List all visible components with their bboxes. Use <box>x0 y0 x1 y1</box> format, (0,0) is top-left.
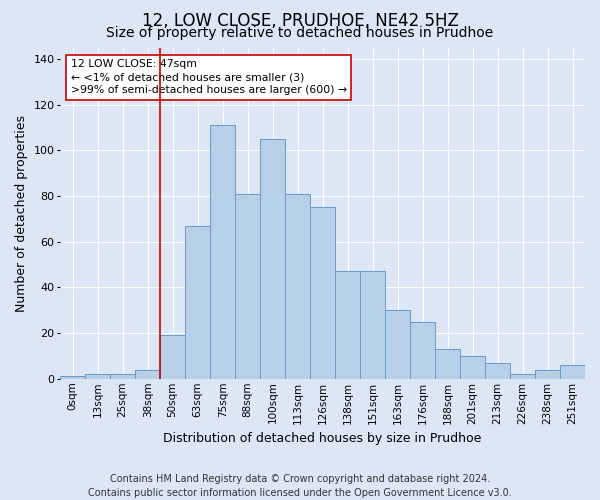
Bar <box>235 194 260 379</box>
Bar <box>510 374 535 379</box>
Text: 12, LOW CLOSE, PRUDHOE, NE42 5HZ: 12, LOW CLOSE, PRUDHOE, NE42 5HZ <box>142 12 458 30</box>
Bar <box>310 208 335 379</box>
Bar <box>360 272 385 379</box>
Bar <box>160 336 185 379</box>
X-axis label: Distribution of detached houses by size in Prudhoe: Distribution of detached houses by size … <box>163 432 482 445</box>
Bar <box>460 356 485 379</box>
Text: 12 LOW CLOSE: 47sqm
← <1% of detached houses are smaller (3)
>99% of semi-detach: 12 LOW CLOSE: 47sqm ← <1% of detached ho… <box>71 59 347 96</box>
Bar <box>60 376 85 379</box>
Bar <box>485 363 510 379</box>
Bar <box>110 374 135 379</box>
Bar <box>135 370 160 379</box>
Bar <box>85 374 110 379</box>
Bar <box>285 194 310 379</box>
Text: Contains HM Land Registry data © Crown copyright and database right 2024.
Contai: Contains HM Land Registry data © Crown c… <box>88 474 512 498</box>
Bar <box>410 322 435 379</box>
Text: Size of property relative to detached houses in Prudhoe: Size of property relative to detached ho… <box>106 26 494 40</box>
Bar <box>385 310 410 379</box>
Bar <box>210 125 235 379</box>
Bar <box>185 226 210 379</box>
Bar <box>535 370 560 379</box>
Bar <box>560 365 585 379</box>
Bar <box>435 349 460 379</box>
Bar <box>260 139 285 379</box>
Bar <box>335 272 360 379</box>
Y-axis label: Number of detached properties: Number of detached properties <box>15 114 28 312</box>
